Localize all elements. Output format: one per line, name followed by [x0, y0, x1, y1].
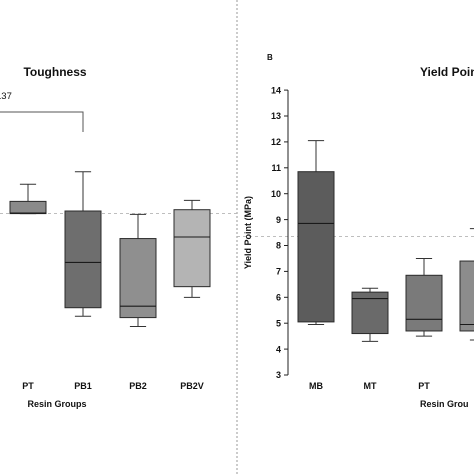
- y-tick-label-4: 4: [276, 344, 281, 354]
- yield-point-x-tick-pt: PT: [418, 381, 430, 391]
- toughness-pb2-box: [119, 213, 157, 327]
- yield-point-boxes: [297, 140, 474, 342]
- yield-point-x-axis-label: Resin Grou: [420, 399, 469, 409]
- y-tick-label-7: 7: [276, 267, 281, 277]
- yield-point-title: Yield Point: [420, 65, 474, 79]
- toughness-pt-iqr-box: [9, 200, 47, 215]
- toughness-x-tick-pb2: PB2: [129, 381, 147, 391]
- yield-point-x-tick-mt: MT: [364, 381, 377, 391]
- y-tick-label-3: 3: [276, 370, 281, 380]
- yield-point-x-tick-labels: MBMTPTP: [309, 381, 430, 391]
- yield-point-p-iqr-box: [459, 260, 474, 332]
- significance-bracket-label: 137: [0, 91, 12, 102]
- toughness-pb1-iqr-box: [64, 210, 102, 309]
- toughness-x-tick-pb2v: PB2V: [180, 381, 204, 391]
- yield-point-panel: B Yield Point 3 4 5 6 7 8 9 10 11 12 13 14 Yield Po…: [237, 53, 474, 409]
- toughness-pb1-box: [64, 171, 102, 317]
- significance-bracket: 137: [0, 91, 84, 132]
- yield-point-pt-iqr-box: [405, 274, 443, 332]
- yield-point-mb-box: [297, 140, 335, 325]
- toughness-x-tick-pt: PT: [22, 381, 34, 391]
- y-axis-ticks: 3 4 5 6 7 8 9 10 11 12 13 14: [271, 85, 288, 380]
- toughness-pb2-iqr-box: [119, 238, 157, 319]
- y-tick-label-13: 13: [271, 111, 281, 121]
- y-tick-label-6: 6: [276, 293, 281, 303]
- yield-point-pt-box: [405, 257, 443, 337]
- significance-bracket-line: [0, 111, 84, 132]
- toughness-panel: Toughness 137 PT PB1 PB2 PB2V Resin Groups: [0, 65, 237, 409]
- yield-point-x-tick-mb: MB: [309, 381, 323, 391]
- y-tick-label-12: 12: [271, 137, 281, 147]
- toughness-pb2v-iqr-box: [173, 209, 211, 288]
- y-tick-label-14: 14: [271, 85, 281, 95]
- y-tick-label-10: 10: [271, 189, 281, 199]
- y-tick-label-8: 8: [276, 241, 281, 251]
- y-tick-label-11: 11: [271, 163, 281, 173]
- yield-point-p-box: [459, 228, 474, 341]
- y-tick-label-9: 9: [276, 215, 281, 225]
- toughness-x-tick-pb1: PB1: [74, 381, 92, 391]
- toughness-x-tick-labels: PT PB1 PB2 PB2V: [22, 381, 204, 391]
- y-axis-label: Yield Point (MPa): [243, 196, 253, 269]
- toughness-boxes: [9, 171, 211, 327]
- yield-point-mb-iqr-box: [297, 171, 335, 323]
- y-tick-label-5: 5: [276, 318, 281, 328]
- panel-letter-b: B: [267, 53, 273, 62]
- toughness-x-axis-label: Resin Groups: [27, 399, 86, 409]
- yield-point-mt-box: [351, 287, 389, 342]
- toughness-pt-box: [9, 183, 47, 215]
- toughness-title: Toughness: [23, 65, 86, 79]
- toughness-pb2v-box: [173, 199, 211, 298]
